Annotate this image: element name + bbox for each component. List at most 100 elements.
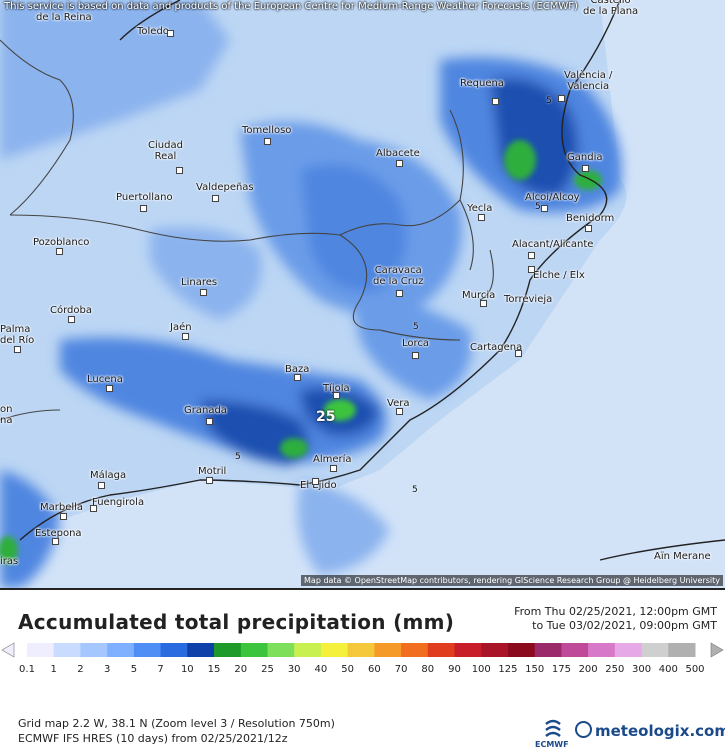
city-dot [294,374,301,381]
city-dot [541,205,548,212]
city-dot [528,252,535,259]
scale-tick-label: 10 [180,664,194,675]
model-info: ECMWF IFS HRES (10 days) from 02/25/2021… [18,732,288,745]
region-borders [0,39,494,421]
city-tomelloso: Tomelloso [242,125,292,136]
max-precip-label: 25 [316,409,336,425]
scale-tick-label: 0.1 [19,664,35,675]
city-pozoblanco: Pozoblanco [33,237,90,248]
city-dot [14,346,21,353]
scale-tick-label: 20 [234,664,248,675]
city-dot [90,505,97,512]
city-dot [140,205,147,212]
precipitation-map[interactable]: This service is based on data and produc… [0,0,725,588]
city-dot [312,478,319,485]
city-estepona: Estepona [35,528,82,539]
city-ain-merane: Aïn Merane [654,551,711,562]
city-lucena: Lucena [87,374,123,385]
city-dot [396,408,403,415]
city-alicante: Alacant/Alicante [512,239,594,250]
scale-tick-label: 100 [471,664,491,675]
scale-tick-label: 70 [394,664,408,675]
city-torrevieja: Torrevieja [504,294,553,305]
city-dot [412,352,419,359]
scale-tick-label: 250 [605,664,625,675]
scale-tick-label: 80 [421,664,435,675]
city-dot [60,513,67,520]
scale-cell [588,643,616,657]
scale-cell [240,643,268,657]
scale-right-arrow [710,642,724,658]
contour-label: 5 [546,96,552,106]
city-malaga: Málaga [90,470,127,481]
city-dot [515,350,522,357]
city-dot [68,316,75,323]
scale-cell [401,643,429,657]
city-valencia: València / Valencia [564,70,613,92]
map-attribution: Map data © OpenStreetMap contributors, r… [301,575,723,586]
city-dot [212,195,219,202]
city-dot [396,160,403,167]
meteologix-brand-text: meteologix.com [595,722,725,740]
city-partial: iras [0,556,19,567]
scale-cell [668,643,696,657]
city-caravaca: Caravaca de la Cruz [373,265,424,287]
scale-tick-label: 40 [314,664,328,675]
city-alcoi: Alcoi/Alcoy [525,192,580,203]
city-dot [333,392,340,399]
scale-cell [508,643,536,657]
city-palma-del-rio: Palma del Río [0,324,35,346]
scale-tick-label: 300 [632,664,652,675]
city-elche: Elche / Elx [533,270,585,281]
scale-tick-label: 30 [287,664,301,675]
city-cordoba: Córdoba [50,305,92,316]
scale-cell [320,643,349,657]
time-to: to Tue 03/02/2021, 09:00pm GMT [532,619,717,632]
ecmwf-logo-icon [545,719,561,737]
contour-label: 5 [412,485,418,495]
city-gandia: Gandia [567,152,603,163]
city-el-ejido: El Ejido [300,480,337,491]
map-svg [0,0,725,588]
city-murcia: Murcia [462,290,496,301]
city-dot [558,95,565,102]
scale-tick-label: 200 [578,664,598,675]
city-marbella: Marbella [40,502,84,513]
scale-cell [267,643,295,657]
scale-tick-label: 50 [341,664,354,675]
city-albacete: Albacete [376,148,420,159]
scale-tick-label: 2 [77,664,84,675]
meteologix-brand[interactable]: meteologix.com [575,721,725,740]
scale-cell [454,643,482,657]
scale-cell [294,643,322,657]
city-dot [492,98,499,105]
city-dot [585,225,592,232]
scale-left-arrow [1,642,15,658]
meteologix-logo-icon [575,721,592,738]
city-dot [52,538,59,545]
city-requena: Requena [460,78,504,89]
city-jaen: Jaén [170,322,192,333]
scale-tick-label: 90 [448,664,461,675]
scale-tick-label: 15 [207,664,221,675]
scale-tick-label: 5 [130,664,138,675]
city-dot [582,165,589,172]
city-ciudad-real: Ciudad Real [148,140,183,162]
ecmwf-notice: This service is based on data and produc… [4,1,578,12]
roads [19,0,725,561]
ecmwf-label: ECMWF [535,740,569,749]
scale-tick-label: 175 [551,664,571,675]
city-motril: Motril [198,466,227,477]
city-dot [206,477,213,484]
scale-cell [214,643,242,657]
scale-cell [187,643,215,657]
scale-tick-label: 125 [498,664,518,675]
scale-cell [160,643,188,657]
scale-cell [27,643,55,657]
city-tijola: Tíjola [323,383,350,394]
city-osuna: on na [0,404,13,426]
city-fuengirola: Fuengirola [92,497,145,508]
city-cartagena: Cartagena [470,342,523,353]
scale-tick-label: 400 [658,664,678,675]
city-dot [56,248,63,255]
